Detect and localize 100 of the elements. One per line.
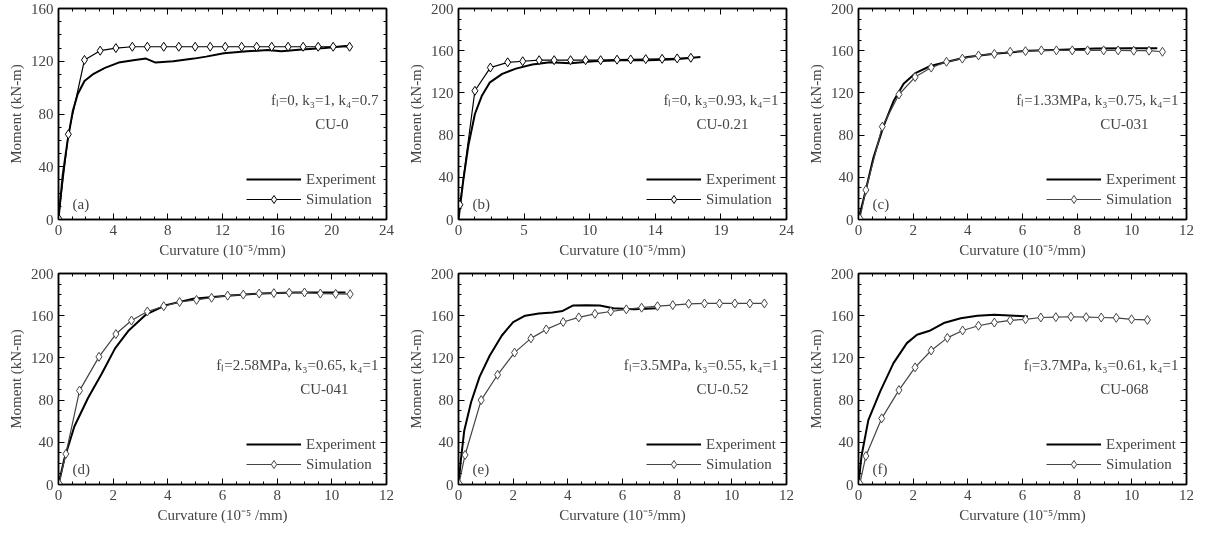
x-tick-label: 4 bbox=[964, 486, 973, 503]
annotation: (c) bbox=[872, 195, 890, 213]
y-axis-title: Moment (kN-m) bbox=[808, 64, 825, 164]
legend-label: Simulation bbox=[1106, 455, 1172, 473]
x-tick-label: 10 bbox=[582, 221, 598, 238]
y-tick-label: 120 bbox=[31, 53, 54, 70]
x-tick-label: 19 bbox=[713, 221, 729, 238]
annotation: fₗ=1.33MPa, k₃=0.75, k₄=1 bbox=[1016, 91, 1179, 108]
x-tick-label: 4 bbox=[964, 221, 973, 238]
y-tick-label: 200 bbox=[431, 265, 454, 282]
x-tick-label: 8 bbox=[1073, 221, 1081, 238]
y-tick-label: 40 bbox=[38, 434, 54, 451]
x-tick-label: 16 bbox=[269, 221, 286, 238]
x-tick-label: 12 bbox=[1179, 486, 1194, 503]
x-tick-label: 12 bbox=[379, 486, 394, 503]
y-axis-title: Moment (kN-m) bbox=[8, 329, 25, 429]
x-tick-label: 10 bbox=[724, 486, 740, 503]
legend-label: Experiment bbox=[306, 435, 376, 453]
y-tick-label: 120 bbox=[431, 349, 454, 366]
x-tick-label: 12 bbox=[779, 486, 794, 503]
x-tick-label: 2 bbox=[909, 486, 917, 503]
legend-label: Simulation bbox=[1106, 190, 1172, 208]
y-tick-label: 200 bbox=[831, 0, 854, 17]
y-tick-label: 200 bbox=[431, 0, 454, 17]
x-tick-label: 6 bbox=[618, 486, 627, 503]
y-tick-label: 80 bbox=[38, 392, 54, 409]
legend-label: Simulation bbox=[706, 455, 772, 473]
x-tick-label: 8 bbox=[673, 486, 681, 503]
legend-label: Experiment bbox=[1106, 170, 1176, 188]
y-tick-label: 40 bbox=[38, 158, 54, 175]
y-axis-title: Moment (kN-m) bbox=[408, 64, 425, 164]
y-tick-label: 120 bbox=[831, 84, 854, 101]
annotation: CU-0.52 bbox=[696, 380, 749, 397]
x-axis-title: Curvature (10⁻⁵/mm) bbox=[959, 241, 1086, 259]
x-tick-label: 5 bbox=[520, 221, 528, 238]
y-tick-label: 80 bbox=[838, 127, 854, 144]
y-tick-label: 40 bbox=[438, 169, 454, 186]
y-tick-label: 40 bbox=[438, 434, 454, 451]
annotation: (f) bbox=[872, 460, 888, 478]
y-tick-label: 40 bbox=[838, 434, 854, 451]
legend-label: Simulation bbox=[306, 455, 372, 473]
y-tick-label: 80 bbox=[38, 106, 54, 122]
annotation: fₗ=3.7MPa, k₃=0.61, k₄=1 bbox=[1023, 356, 1179, 373]
x-tick-label: 8 bbox=[1073, 486, 1081, 503]
annotation: CU-068 bbox=[1100, 380, 1149, 397]
x-tick-label: 24 bbox=[779, 221, 795, 238]
x-tick-label: 8 bbox=[273, 486, 281, 503]
x-tick-label: 2 bbox=[909, 221, 917, 238]
x-tick-label: 6 bbox=[1018, 221, 1027, 238]
x-tick-label: 4 bbox=[164, 486, 173, 503]
y-tick-label: 80 bbox=[438, 392, 454, 409]
x-tick-label: 12 bbox=[1179, 221, 1194, 238]
y-tick-label: 120 bbox=[31, 349, 54, 366]
y-tick-label: 160 bbox=[831, 42, 854, 59]
x-tick-label: 24 bbox=[379, 221, 395, 238]
legend-label: Experiment bbox=[306, 170, 376, 188]
legend-label: Simulation bbox=[706, 190, 772, 208]
x-axis-title: Curvature (10⁻⁵/mm) bbox=[559, 241, 686, 259]
x-tick-label: 2 bbox=[509, 486, 517, 503]
x-axis-title: Curvature (10⁻⁵/mm) bbox=[559, 506, 686, 524]
x-tick-label: 2 bbox=[109, 486, 117, 503]
y-tick-label: 200 bbox=[831, 265, 854, 282]
y-tick-label: 160 bbox=[31, 0, 54, 17]
annotation: fₗ=0, k₃=1, k₄=0.7 bbox=[270, 91, 379, 108]
y-tick-label: 200 bbox=[31, 265, 54, 282]
x-tick-label: 4 bbox=[564, 486, 573, 503]
x-tick-label: 10 bbox=[1124, 221, 1140, 238]
y-tick-label: 160 bbox=[431, 307, 454, 324]
legend-label: Experiment bbox=[706, 435, 776, 453]
x-tick-label: 14 bbox=[647, 221, 664, 238]
x-tick-label: 12 bbox=[215, 221, 230, 238]
annotation: (e) bbox=[472, 460, 490, 478]
x-tick-label: 10 bbox=[1124, 486, 1140, 503]
x-tick-label: 6 bbox=[218, 486, 227, 503]
y-tick-label: 80 bbox=[838, 392, 854, 409]
y-tick-label: 120 bbox=[431, 84, 454, 101]
y-tick-label: 120 bbox=[831, 349, 854, 366]
x-tick-label: 20 bbox=[324, 221, 340, 238]
x-axis-title: Curvature (10⁻⁵ /mm) bbox=[157, 506, 288, 524]
annotation: fₗ=0, k₃=0.93, k₄=1 bbox=[663, 91, 779, 108]
y-tick-label: 160 bbox=[431, 42, 454, 59]
annotation: CU-0 bbox=[315, 115, 349, 132]
y-tick-label: 160 bbox=[831, 307, 854, 324]
x-tick-label: 8 bbox=[164, 221, 172, 238]
y-axis-title: Moment (kN-m) bbox=[808, 329, 825, 429]
x-tick-label: 6 bbox=[1018, 486, 1027, 503]
y-tick-label: 160 bbox=[31, 307, 54, 324]
y-tick-label: 40 bbox=[838, 169, 854, 186]
annotation: CU-031 bbox=[1100, 115, 1149, 132]
x-axis-title: Curvature (10⁻⁵/mm) bbox=[959, 506, 1086, 524]
annotation: fₗ=3.5MPa, k₃=0.55, k₄=1 bbox=[623, 356, 779, 373]
annotation: (a) bbox=[72, 195, 90, 213]
x-tick-label: 4 bbox=[109, 221, 118, 238]
annotation: (b) bbox=[472, 195, 490, 213]
annotation: CU-041 bbox=[300, 380, 349, 397]
annotation: CU-0.21 bbox=[696, 115, 749, 132]
legend-label: Experiment bbox=[1106, 435, 1176, 453]
annotation: (d) bbox=[72, 460, 90, 478]
x-tick-label: 10 bbox=[324, 486, 340, 503]
y-tick-label: 80 bbox=[438, 127, 454, 144]
